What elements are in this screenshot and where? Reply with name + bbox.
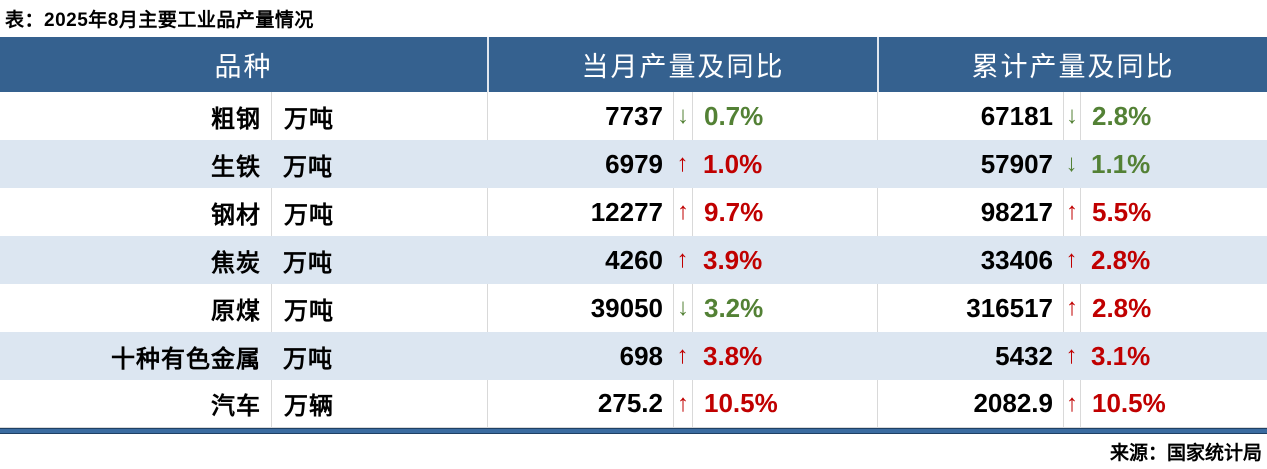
product-unit: 万吨 xyxy=(271,188,487,236)
table-row: 生铁 万吨 6979 ↑ 1.0% 57907 ↓ 1.1% xyxy=(0,140,1267,188)
cumulative-trend-arrow-icon: ↑ xyxy=(1063,380,1080,427)
cumulative-trend-arrow-icon: ↓ xyxy=(1065,150,1078,177)
cumulative-yoy-percent: 1.1% xyxy=(1091,148,1151,179)
table-row: 钢材 万吨 12277 ↑ 9.7% 98217 ↑ 5.5% xyxy=(0,188,1267,236)
cumulative-yoy-percent: 3.1% xyxy=(1091,340,1151,371)
table-body: 粗钢 万吨 7737 ↓ 0.7% 67181 ↓ 2.8% 生铁 万吨 697… xyxy=(0,92,1267,428)
table-row: 十种有色金属 万吨 698 ↑ 3.8% 5432 ↑ 3.1% xyxy=(0,332,1267,380)
month-trend-arrow-icon: ↓ xyxy=(673,284,692,332)
month-trend-arrow-icon: ↑ xyxy=(673,380,692,427)
product-unit: 万吨 xyxy=(283,249,333,277)
cumulative-value: 67181 xyxy=(877,92,1063,140)
product-name: 十种有色金属 xyxy=(111,345,261,373)
month-trend-arrow-icon: ↑ xyxy=(673,188,692,236)
cumulative-value: 33406 xyxy=(980,244,1053,275)
product-unit: 万吨 xyxy=(271,284,487,332)
cumulative-trend-arrow-icon: ↑ xyxy=(1065,246,1078,273)
output-table: 品种 当月产量及同比 累计产量及同比 粗钢 万吨 7737 ↓ 0.7% 671… xyxy=(0,37,1267,428)
table-row: 原煤 万吨 39050 ↓ 3.2% 316517 ↑ 2.8% xyxy=(0,284,1267,332)
cumulative-trend-arrow-icon: ↓ xyxy=(1063,92,1080,140)
table-row: 焦炭 万吨 4260 ↑ 3.9% 33406 ↑ 2.8% xyxy=(0,236,1267,284)
figure-title: 表：2025年8月主要工业品产量情况 xyxy=(5,10,314,31)
product-unit: 万辆 xyxy=(271,380,487,427)
cumulative-yoy-percent: 2.8% xyxy=(1080,284,1267,332)
month-value: 7737 xyxy=(487,92,673,140)
month-trend-arrow-icon: ↑ xyxy=(676,246,689,273)
title-bar: 表：2025年8月主要工业品产量情况 xyxy=(0,0,1267,37)
month-yoy-percent: 3.2% xyxy=(692,284,877,332)
month-value: 4260 xyxy=(605,244,663,275)
col-header-variety: 品种 xyxy=(214,52,273,83)
month-yoy-percent: 0.7% xyxy=(692,92,877,140)
table-header-row: 品种 当月产量及同比 累计产量及同比 xyxy=(0,37,1267,92)
cumulative-value: 98217 xyxy=(877,188,1063,236)
table-row: 汽车 万辆 275.2 ↑ 10.5% 2082.9 ↑ 10.5% xyxy=(0,380,1267,428)
product-name: 焦炭 xyxy=(211,249,261,277)
month-value: 39050 xyxy=(487,284,673,332)
table-bottom-border xyxy=(0,428,1267,434)
cumulative-yoy-percent: 2.8% xyxy=(1080,92,1267,140)
month-value: 275.2 xyxy=(487,380,673,427)
cumulative-value: 57907 xyxy=(980,148,1053,179)
month-trend-arrow-icon: ↓ xyxy=(673,92,692,140)
product-name: 生铁 xyxy=(211,153,261,181)
source-label: 来源：国家统计局 xyxy=(1109,443,1262,464)
month-trend-arrow-icon: ↑ xyxy=(676,342,689,369)
cumulative-trend-arrow-icon: ↑ xyxy=(1063,284,1080,332)
col-header-cumulative-output-yoy: 累计产量及同比 xyxy=(877,37,1267,92)
month-yoy-percent: 10.5% xyxy=(692,380,877,427)
cumulative-yoy-percent: 2.8% xyxy=(1091,244,1151,275)
col-header-month-output-yoy: 当月产量及同比 xyxy=(487,37,877,92)
month-yoy-percent: 3.8% xyxy=(703,340,763,371)
cumulative-value: 5432 xyxy=(995,340,1053,371)
month-trend-arrow-icon: ↑ xyxy=(676,150,689,177)
source-bar: 来源：国家统计局 xyxy=(0,434,1267,469)
month-yoy-percent: 1.0% xyxy=(703,148,763,179)
month-value: 12277 xyxy=(487,188,673,236)
product-name: 粗钢 xyxy=(211,105,261,133)
cumulative-trend-arrow-icon: ↑ xyxy=(1063,188,1080,236)
cumulative-yoy-percent: 5.5% xyxy=(1080,188,1267,236)
product-name: 钢材 xyxy=(211,201,261,229)
product-unit: 万吨 xyxy=(283,345,333,373)
product-name: 原煤 xyxy=(211,297,261,325)
product-unit: 万吨 xyxy=(271,92,487,140)
month-value: 698 xyxy=(619,340,663,371)
product-name: 汽车 xyxy=(211,393,261,420)
month-yoy-percent: 9.7% xyxy=(692,188,877,236)
product-unit: 万吨 xyxy=(283,153,333,181)
month-yoy-percent: 3.9% xyxy=(703,244,763,275)
cumulative-yoy-percent: 10.5% xyxy=(1080,380,1267,427)
month-value: 6979 xyxy=(605,148,663,179)
cumulative-trend-arrow-icon: ↑ xyxy=(1065,342,1078,369)
table-row: 粗钢 万吨 7737 ↓ 0.7% 67181 ↓ 2.8% xyxy=(0,92,1267,140)
cumulative-value: 316517 xyxy=(877,284,1063,332)
cumulative-value: 2082.9 xyxy=(877,380,1063,427)
